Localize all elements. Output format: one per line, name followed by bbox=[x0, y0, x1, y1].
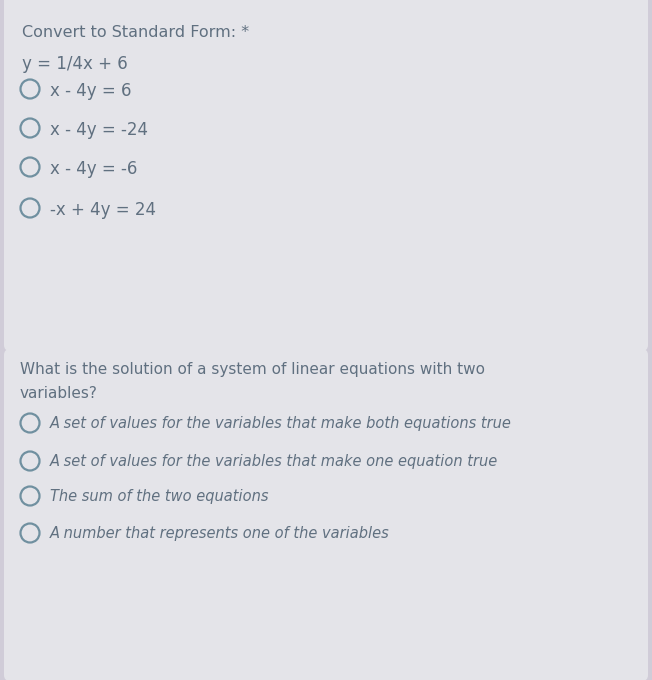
FancyBboxPatch shape bbox=[4, 349, 648, 680]
Text: y = 1/4x + 6: y = 1/4x + 6 bbox=[22, 55, 128, 73]
Text: variables?: variables? bbox=[20, 386, 98, 401]
Text: The sum of the two equations: The sum of the two equations bbox=[50, 489, 269, 504]
Text: Convert to Standard Form: *: Convert to Standard Form: * bbox=[22, 25, 249, 40]
FancyBboxPatch shape bbox=[4, 0, 648, 351]
Text: A number that represents one of the variables: A number that represents one of the vari… bbox=[50, 526, 390, 541]
Text: A set of values for the variables that make one equation true: A set of values for the variables that m… bbox=[50, 454, 498, 469]
Text: -x + 4y = 24: -x + 4y = 24 bbox=[50, 201, 156, 219]
Text: x - 4y = 6: x - 4y = 6 bbox=[50, 82, 132, 100]
Text: x - 4y = -24: x - 4y = -24 bbox=[50, 121, 148, 139]
Text: A set of values for the variables that make both equations true: A set of values for the variables that m… bbox=[50, 416, 512, 431]
Text: What is the solution of a system of linear equations with two: What is the solution of a system of line… bbox=[20, 362, 485, 377]
Text: x - 4y = -6: x - 4y = -6 bbox=[50, 160, 138, 178]
